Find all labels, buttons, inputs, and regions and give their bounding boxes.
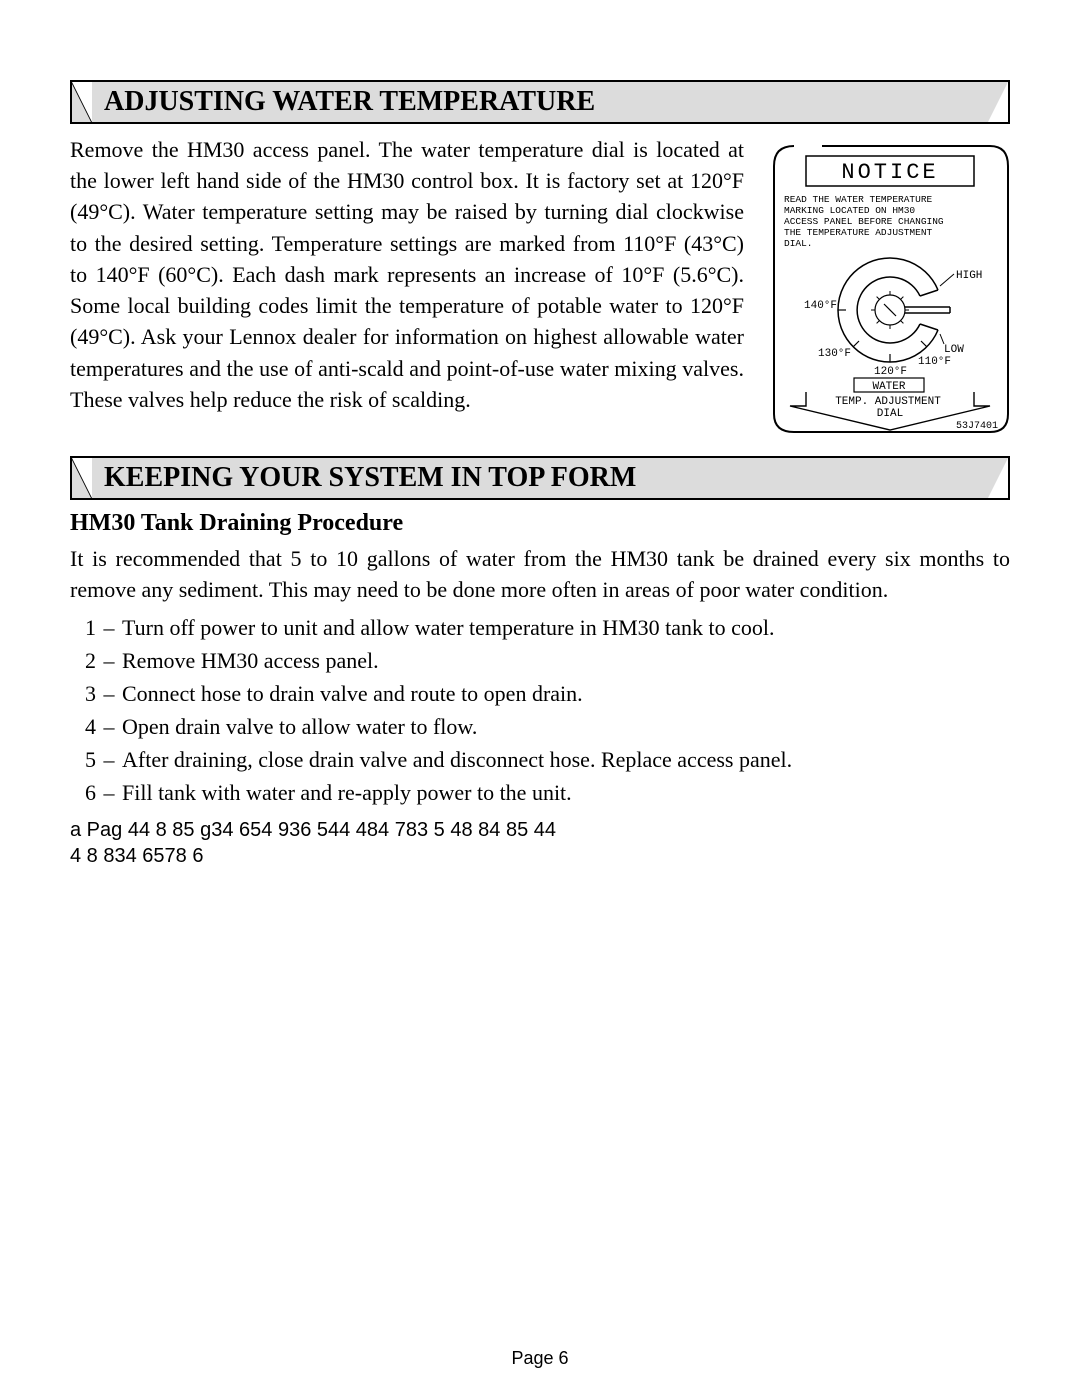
notice-diagram: NOTICE READ THE WATER TEMPERATURE MARKIN…: [762, 134, 1010, 434]
page: ADJUSTING WATER TEMPERATURE Remove the H…: [0, 0, 1080, 1397]
svg-text:53J7401: 53J7401: [956, 421, 998, 432]
svg-text:THE TEMPERATURE ADJUSTMENT: THE TEMPERATURE ADJUSTMENT: [784, 227, 933, 238]
step-item: 4–Open drain valve to allow water to flo…: [70, 710, 1010, 743]
svg-text:ACCESS PANEL BEFORE CHANGING: ACCESS PANEL BEFORE CHANGING: [784, 216, 944, 227]
section-title: ADJUSTING WATER TEMPERATURE: [104, 86, 595, 118]
svg-text:140°F: 140°F: [804, 300, 837, 312]
section-header-adjusting: ADJUSTING WATER TEMPERATURE: [70, 80, 1010, 124]
svg-text:DIAL.: DIAL.: [784, 238, 813, 249]
section2-intro: It is recommended that 5 to 10 gallons o…: [70, 543, 1010, 605]
section-title-2: KEEPING YOUR SYSTEM IN TOP FORM: [104, 462, 636, 494]
step-item: 2–Remove HM30 access panel.: [70, 644, 1010, 677]
step-item: 1–Turn off power to unit and allow water…: [70, 611, 1010, 644]
subheading-draining: HM30 Tank Draining Procedure: [70, 510, 1010, 537]
svg-text:MARKING LOCATED ON HM30: MARKING LOCATED ON HM30: [784, 205, 915, 216]
section1-body: Remove the HM30 access panel. The water …: [70, 134, 744, 415]
svg-text:HIGH: HIGH: [956, 270, 982, 282]
steps-list: 1–Turn off power to unit and allow water…: [70, 611, 1010, 809]
section1-row: Remove the HM30 access panel. The water …: [70, 134, 1010, 434]
svg-text:110°F: 110°F: [918, 356, 951, 368]
svg-text:130°F: 130°F: [818, 348, 851, 360]
step-item: 6–Fill tank with water and re-apply powe…: [70, 776, 1010, 809]
step-item: 5–After draining, close drain valve and …: [70, 743, 1010, 776]
svg-text:WATER: WATER: [872, 381, 905, 393]
step-item: 3–Connect hose to drain valve and route …: [70, 677, 1010, 710]
svg-text:LOW: LOW: [944, 344, 964, 356]
svg-text:TEMP. ADJUSTMENT: TEMP. ADJUSTMENT: [835, 396, 941, 408]
svg-text:READ THE WATER TEMPERATURE: READ THE WATER TEMPERATURE: [784, 194, 933, 205]
svg-text:120°F: 120°F: [874, 366, 907, 378]
garbled-text: a Pag 44 8 85 g34 654 936 544 484 783 5 …: [70, 817, 1010, 869]
page-footer: Page 6: [0, 1348, 1080, 1369]
notice-title: NOTICE: [841, 160, 938, 185]
svg-text:DIAL: DIAL: [877, 408, 903, 420]
section-header-keeping: KEEPING YOUR SYSTEM IN TOP FORM: [70, 456, 1010, 500]
